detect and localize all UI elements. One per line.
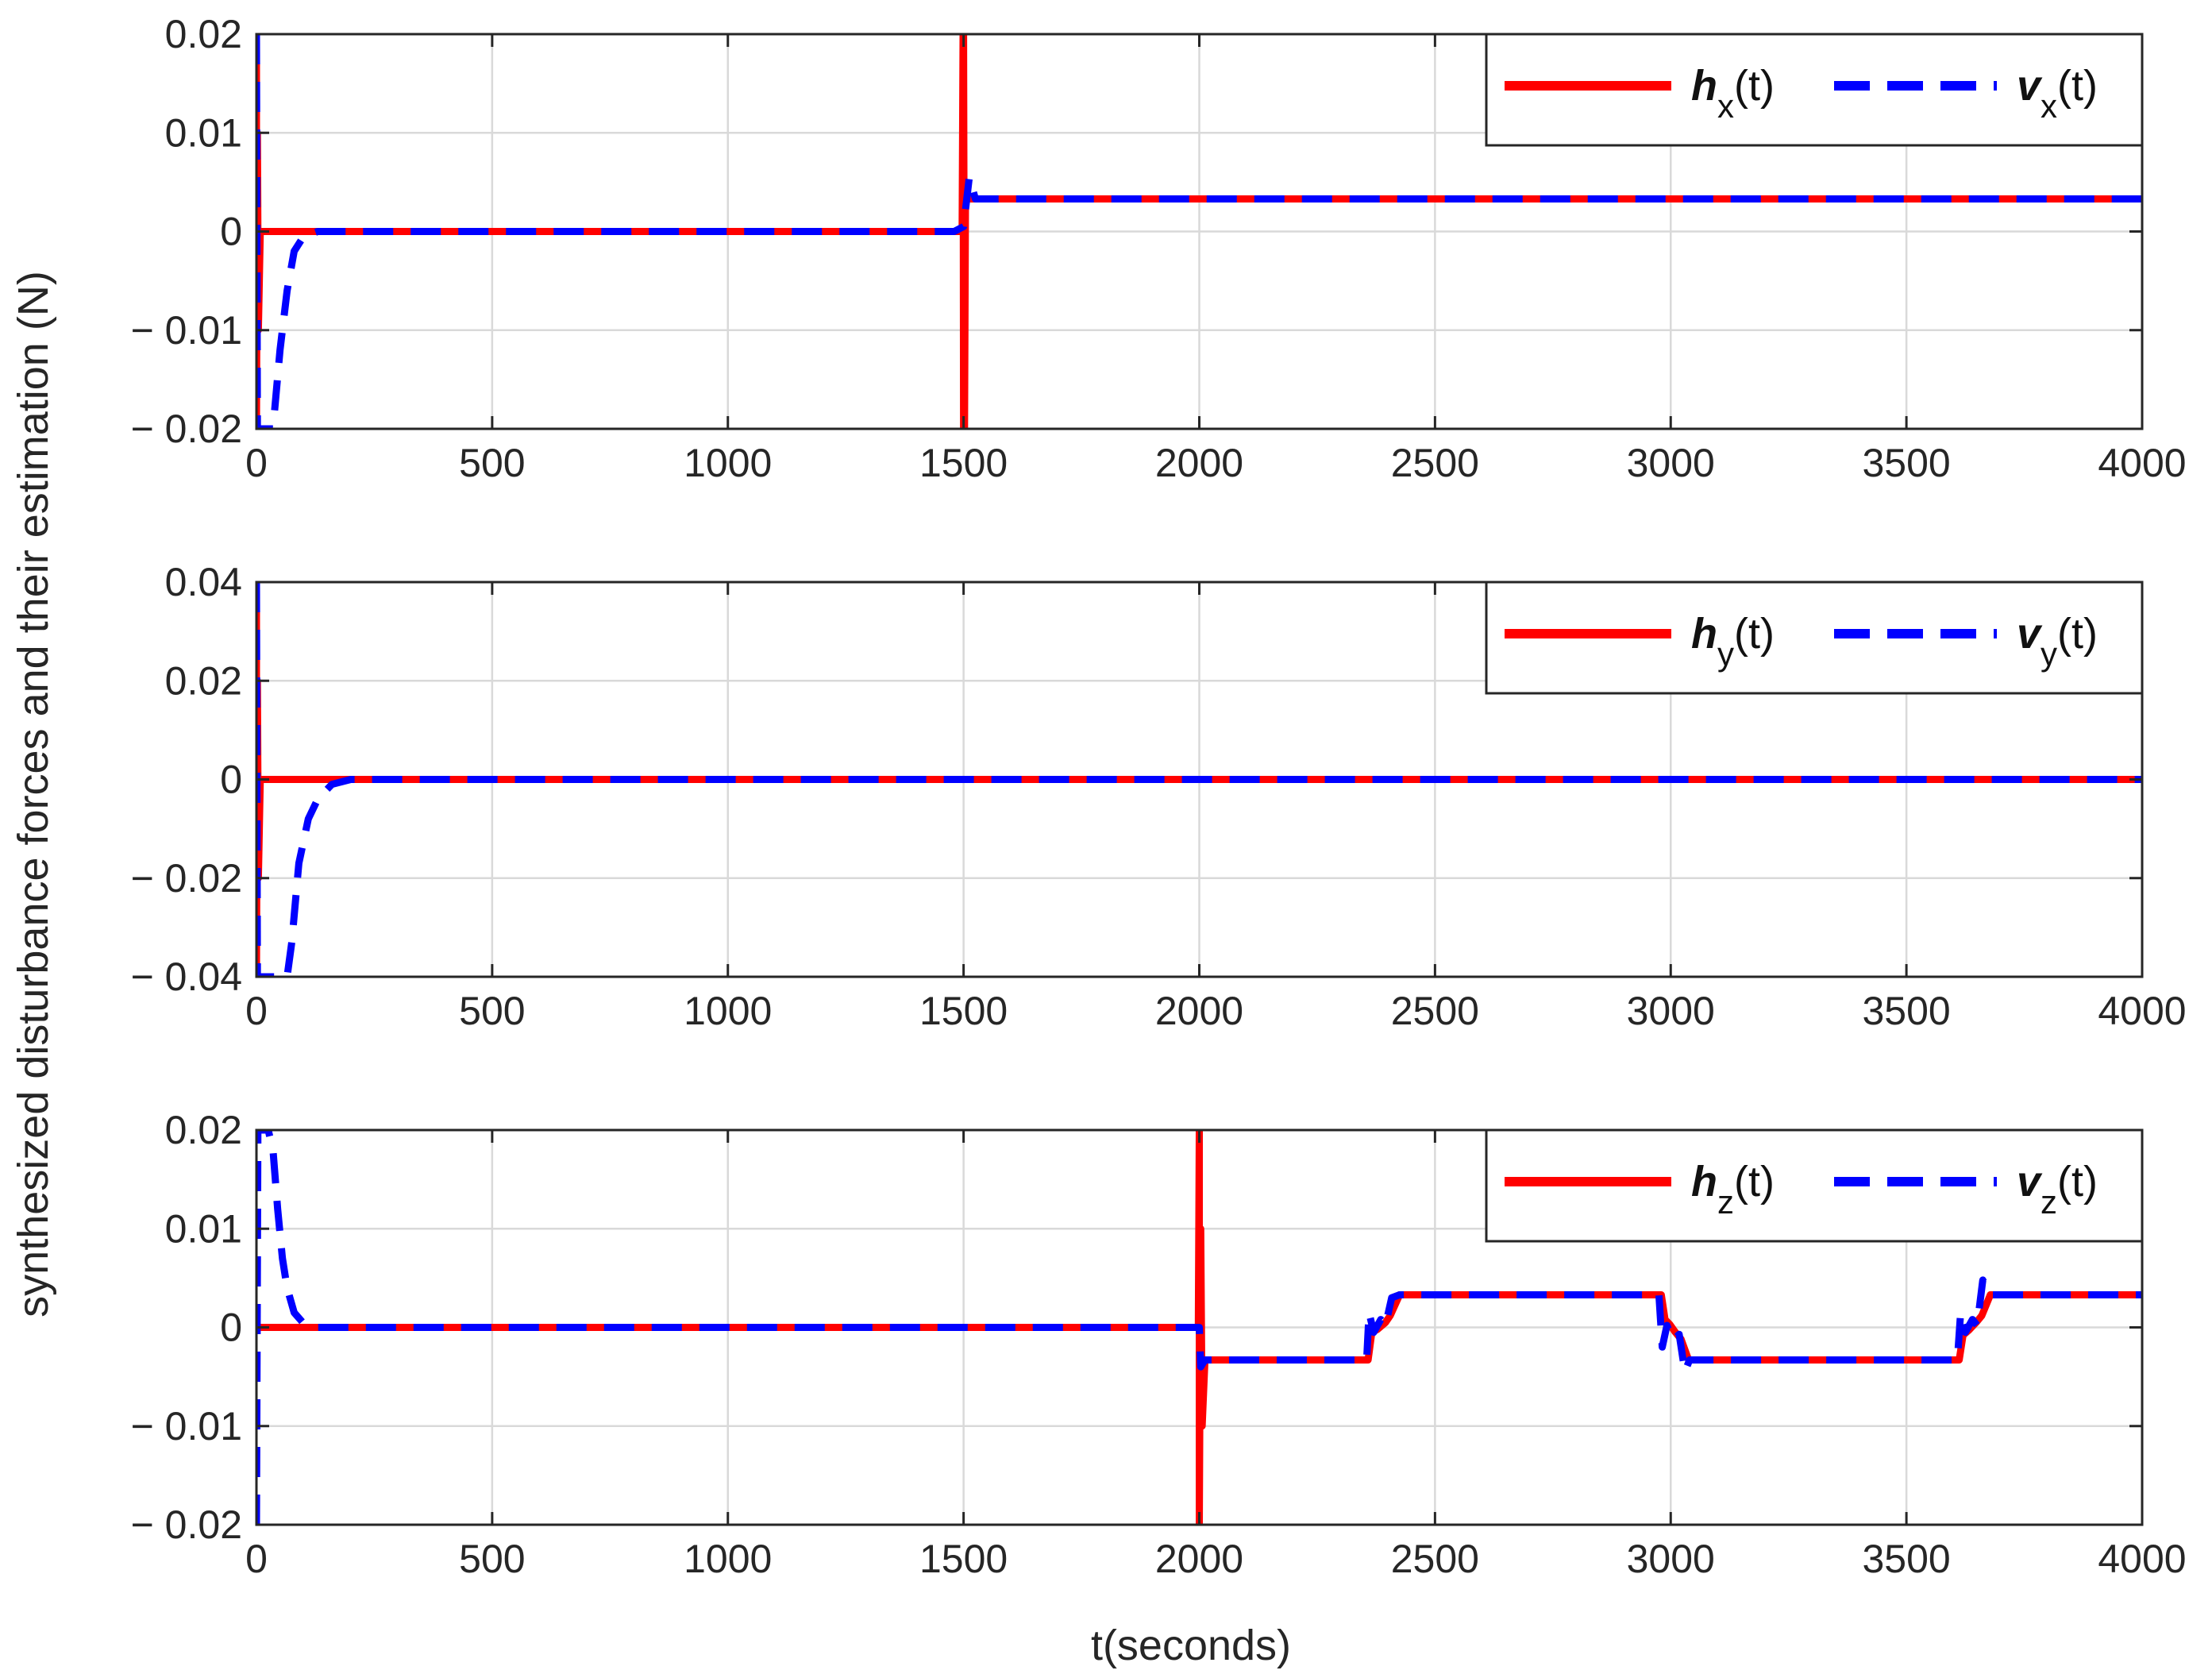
ytick-label-y-1: − 0.02: [131, 856, 242, 901]
ytick-label-z-0: − 0.02: [131, 1502, 242, 1547]
xtick-label-x-6: 3000: [1627, 441, 1715, 485]
ytick-label-z-2: 0: [220, 1306, 242, 1350]
xtick-label-x-3: 1500: [919, 441, 1008, 485]
ytick-label-x-3: 0.01: [165, 110, 242, 155]
xtick-label-y-4: 2000: [1155, 989, 1243, 1033]
panels: 0 500 1000 1500 2000 2500 3000 3500 4000 − 0.02 − …: [131, 12, 2187, 1581]
legend-label-x-0: hx(t): [1691, 62, 1775, 125]
xtick-label-y-6: 3000: [1627, 989, 1715, 1033]
panel-y: 0 500 1000 1500 2000 2500 3000 3500 4000 − 0.04 − …: [131, 560, 2187, 1033]
xtick-label-y-2: 1000: [684, 989, 772, 1033]
ytick-label-y-4: 0.04: [165, 560, 242, 604]
legend-label-z-1: vz(t): [2017, 1158, 2098, 1221]
legend-label-x-1: vx(t): [2017, 62, 2098, 125]
xtick-label-z-6: 3000: [1627, 1537, 1715, 1581]
xtick-label-z-3: 1500: [919, 1537, 1008, 1581]
xtick-label-y-5: 2500: [1391, 989, 1479, 1033]
xtick-label-x-7: 3500: [1863, 441, 1951, 485]
y-axis-label: synthesized disturbance forces and their…: [10, 271, 57, 1317]
xtick-label-y-3: 1500: [919, 989, 1008, 1033]
xtick-label-x-8: 4000: [2098, 441, 2186, 485]
xtick-label-z-0: 0: [245, 1537, 268, 1581]
legend-label-y-0: hy(t): [1691, 610, 1775, 673]
xtick-label-z-4: 2000: [1155, 1537, 1243, 1581]
xtick-label-x-5: 2500: [1391, 441, 1479, 485]
ytick-label-x-4: 0.02: [165, 12, 242, 56]
panel-z: 0 500 1000 1500 2000 2500 3000 3500 4000 − 0.02 − …: [131, 1108, 2187, 1581]
series-group-z: [256, 1130, 2142, 1525]
xtick-label-y-0: 0: [245, 989, 268, 1033]
xtick-label-z-8: 4000: [2098, 1537, 2186, 1581]
legend-x: hx(t) vx(t): [1485, 33, 2144, 147]
ytick-label-y-0: − 0.04: [131, 955, 242, 999]
xtick-label-x-1: 500: [459, 441, 525, 485]
series-line-y-estimate: [256, 582, 2142, 977]
legend-z: hz(t) vz(t): [1485, 1128, 2144, 1243]
series-line-x-estimate: [256, 34, 2142, 429]
legend-label-z-0: hz(t): [1691, 1158, 1775, 1221]
legend-box-z: [1485, 1128, 2144, 1243]
xtick-label-y-7: 3500: [1863, 989, 1951, 1033]
xtick-label-y-8: 4000: [2098, 989, 2186, 1033]
xtick-label-z-1: 500: [459, 1537, 525, 1581]
panel-x: 0 500 1000 1500 2000 2500 3000 3500 4000 − 0.02 − …: [131, 12, 2187, 485]
xtick-label-x-2: 1000: [684, 441, 772, 485]
ytick-label-x-2: 0: [220, 210, 242, 254]
xtick-label-z-2: 1000: [684, 1537, 772, 1581]
legend-y: hy(t) vy(t): [1485, 581, 2144, 695]
xtick-label-z-7: 3500: [1863, 1537, 1951, 1581]
ytick-label-y-2: 0: [220, 758, 242, 802]
ytick-label-y-3: 0.02: [165, 658, 242, 703]
ytick-label-x-1: − 0.01: [131, 308, 242, 353]
legend-label-y-1: vy(t): [2017, 610, 2098, 673]
series-line-z-estimate: [256, 1130, 2142, 1525]
xtick-label-z-5: 2500: [1391, 1537, 1479, 1581]
xtick-label-x-4: 2000: [1155, 441, 1243, 485]
ytick-label-x-0: − 0.02: [131, 407, 242, 451]
xtick-label-y-1: 500: [459, 989, 525, 1033]
x-axis-label: t(seconds): [1091, 1622, 1291, 1669]
ytick-label-z-3: 0.01: [165, 1206, 242, 1251]
ytick-label-z-4: 0.02: [165, 1108, 242, 1152]
xtick-label-x-0: 0: [245, 441, 268, 485]
ytick-label-z-1: − 0.01: [131, 1404, 242, 1448]
